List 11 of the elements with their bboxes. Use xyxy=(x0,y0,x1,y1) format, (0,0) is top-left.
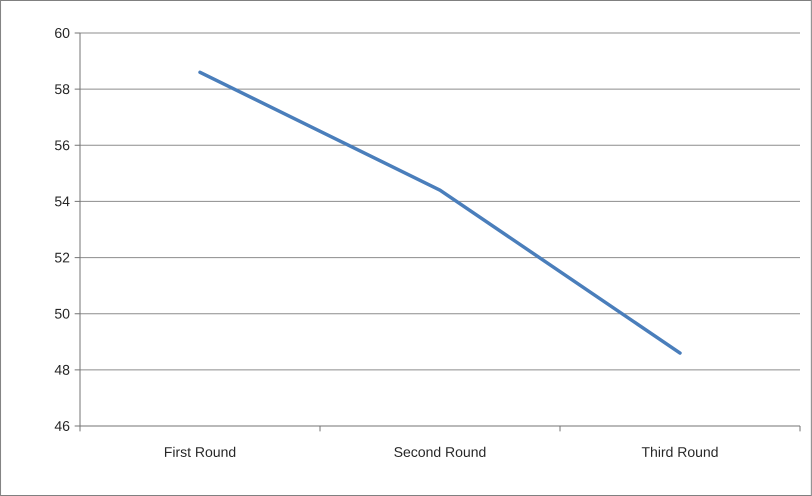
x-tick-label: Third Round xyxy=(642,446,718,457)
y-tick-label: 60 xyxy=(55,28,70,38)
y-tick-label: 52 xyxy=(54,252,70,263)
x-tick-label: First Round xyxy=(164,446,236,457)
y-tick-label: 46 xyxy=(54,421,70,431)
x-tick-label: Second Round xyxy=(394,446,486,457)
y-tick-label: 48 xyxy=(54,364,70,375)
y-tick-label: 50 xyxy=(54,308,70,319)
y-tick-label: 54 xyxy=(54,196,70,206)
y-tick-label: 58 xyxy=(54,84,70,94)
y-tick-label: 56 xyxy=(54,140,70,150)
